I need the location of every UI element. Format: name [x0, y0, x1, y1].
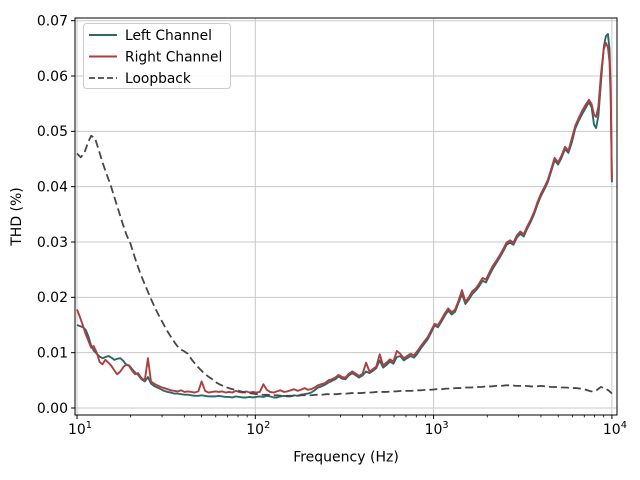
legend-label-right-channel: Right Channel	[125, 49, 222, 65]
x-tick-label: 102	[246, 420, 270, 438]
series-line-right-channel	[76, 41, 613, 394]
legend-box	[83, 23, 231, 89]
axis-ticks	[71, 20, 613, 419]
y-tick-label: 0.07	[37, 13, 68, 29]
y-tick-label: 0.06	[37, 69, 68, 85]
x-axis-label: Frequency (Hz)	[293, 450, 399, 466]
plot-border	[74, 17, 618, 416]
y-axis-label: THD (%)	[9, 187, 25, 247]
legend-label-loopback: Loopback	[125, 71, 191, 87]
legend: Left Channel Right Channel Loopback	[83, 23, 231, 89]
x-tick-label: 104	[603, 420, 627, 438]
legend-label-left-channel: Left Channel	[125, 28, 212, 44]
x-tick-label: 103	[425, 420, 449, 438]
y-tick-label: 0.01	[37, 345, 68, 361]
y-tick-label: 0.00	[37, 401, 68, 417]
x-tick-label: 101	[68, 420, 92, 438]
series-line-loopback	[76, 134, 613, 397]
y-tick-label: 0.02	[37, 290, 68, 306]
axis-tick-labels: 101 102 103 104 0.00 0.01 0.02 0.03 0.04 0.05 0.06…	[37, 13, 627, 438]
series-lines	[76, 33, 613, 399]
y-tick-label: 0.04	[37, 179, 68, 195]
y-tick-label: 0.03	[37, 235, 68, 251]
y-tick-label: 0.05	[37, 124, 68, 140]
